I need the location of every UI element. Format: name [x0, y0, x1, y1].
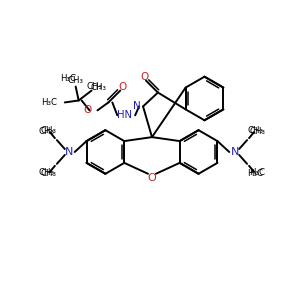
Text: CH₃: CH₃ [249, 127, 265, 136]
Text: N: N [64, 147, 73, 157]
Text: H₃C: H₃C [41, 98, 57, 107]
Text: CH₃: CH₃ [41, 126, 57, 135]
Text: O: O [118, 82, 126, 92]
Text: O: O [148, 173, 156, 183]
Text: CH₃: CH₃ [68, 76, 84, 85]
Text: CH₃: CH₃ [39, 168, 55, 177]
Text: O: O [83, 105, 92, 116]
Text: CH₃: CH₃ [247, 126, 263, 135]
Text: O: O [140, 72, 148, 82]
Text: CH₃: CH₃ [86, 82, 103, 91]
Text: H₃C: H₃C [249, 168, 265, 177]
Text: CH₃: CH₃ [91, 83, 106, 92]
Text: N: N [231, 147, 239, 157]
Text: N: N [133, 101, 141, 111]
Text: HN: HN [117, 110, 132, 120]
Text: CH₃: CH₃ [41, 169, 57, 178]
Text: H₃C: H₃C [60, 74, 76, 83]
Text: H₃C: H₃C [247, 169, 263, 178]
Text: CH₃: CH₃ [39, 127, 55, 136]
